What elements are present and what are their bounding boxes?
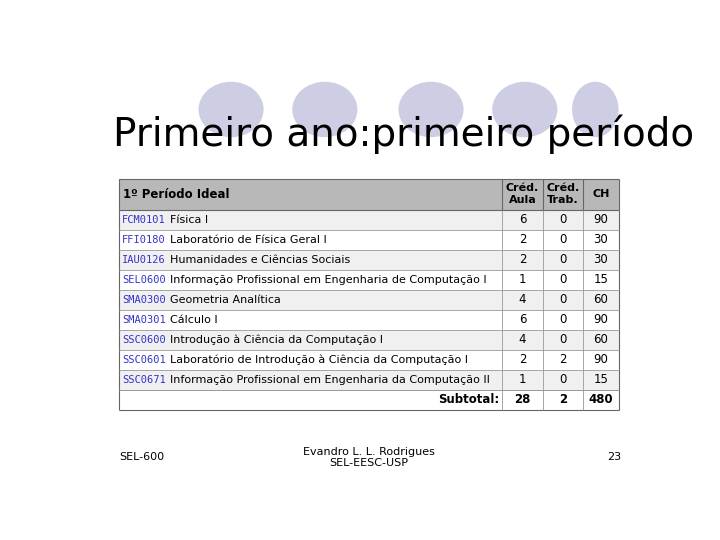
Bar [120, 230, 618, 249]
Text: Geometria Analítica: Geometria Analítica [170, 295, 281, 305]
Text: 0: 0 [559, 373, 567, 386]
Text: 0: 0 [559, 313, 567, 326]
Ellipse shape [398, 82, 464, 137]
Text: 90: 90 [593, 213, 608, 226]
Text: 1: 1 [518, 273, 526, 286]
Text: Créd.
Trab.: Créd. Trab. [546, 184, 580, 205]
Text: Créd.
Aula: Créd. Aula [506, 184, 539, 205]
Bar [120, 269, 618, 289]
Text: 2: 2 [518, 353, 526, 366]
Text: 0: 0 [559, 273, 567, 286]
Text: Introdução à Ciência da Computação I: Introdução à Ciência da Computação I [170, 334, 383, 345]
Text: FCM0101: FCM0101 [122, 214, 166, 225]
Text: Primeiro ano:primeiro período: Primeiro ano:primeiro período [113, 114, 694, 154]
Text: 0: 0 [559, 253, 567, 266]
Text: Evandro L. L. Rodrigues: Evandro L. L. Rodrigues [303, 447, 435, 457]
Text: 480: 480 [588, 393, 613, 406]
Text: 30: 30 [593, 233, 608, 246]
Bar [120, 179, 618, 210]
Text: Cálculo I: Cálculo I [170, 315, 217, 325]
Bar [120, 309, 618, 330]
Text: Física I: Física I [170, 214, 208, 225]
Text: 0: 0 [559, 213, 567, 226]
Text: Informação Profissional em Engenharia de Computação I: Informação Profissional em Engenharia de… [170, 275, 487, 285]
Text: 0: 0 [559, 233, 567, 246]
Text: 6: 6 [518, 213, 526, 226]
Text: 0: 0 [559, 333, 567, 346]
Ellipse shape [199, 82, 264, 137]
Text: 2: 2 [559, 353, 567, 366]
Ellipse shape [572, 82, 618, 137]
Text: Laboratório de Física Geral I: Laboratório de Física Geral I [170, 234, 327, 245]
Text: Subtotal:: Subtotal: [438, 393, 499, 406]
Text: 28: 28 [514, 393, 531, 406]
Text: 4: 4 [518, 333, 526, 346]
Ellipse shape [492, 82, 557, 137]
Bar [120, 370, 618, 390]
Bar [120, 210, 618, 230]
Text: Laboratório de Introdução à Ciência da Computação I: Laboratório de Introdução à Ciência da C… [170, 354, 468, 365]
Text: 2: 2 [559, 393, 567, 406]
Text: 1º Período Ideal: 1º Período Ideal [122, 188, 229, 201]
Text: 15: 15 [593, 273, 608, 286]
Text: 30: 30 [593, 253, 608, 266]
Text: SMA0301: SMA0301 [122, 315, 166, 325]
Text: 90: 90 [593, 353, 608, 366]
Text: 1: 1 [518, 373, 526, 386]
Text: FFI0180: FFI0180 [122, 234, 166, 245]
Text: 90: 90 [593, 313, 608, 326]
Text: SMA0300: SMA0300 [122, 295, 166, 305]
Text: 4: 4 [518, 293, 526, 306]
Text: CH: CH [592, 189, 609, 199]
Text: SSC0671: SSC0671 [122, 375, 166, 384]
Text: Humanidades e Ciências Sociais: Humanidades e Ciências Sociais [170, 255, 350, 265]
Text: SSC0601: SSC0601 [122, 355, 166, 365]
Bar [120, 289, 618, 309]
Bar [120, 249, 618, 269]
Bar [120, 330, 618, 350]
Text: Informação Profissional em Engenharia da Computação II: Informação Profissional em Engenharia da… [170, 375, 490, 384]
Text: 60: 60 [593, 333, 608, 346]
Text: SEL-600: SEL-600 [120, 453, 165, 462]
Bar [120, 390, 618, 410]
Text: SEL0600: SEL0600 [122, 275, 166, 285]
Text: SSC0600: SSC0600 [122, 335, 166, 345]
Text: 2: 2 [518, 233, 526, 246]
Ellipse shape [292, 82, 357, 137]
Text: 2: 2 [518, 253, 526, 266]
Text: SEL-EESC-USP: SEL-EESC-USP [330, 458, 408, 468]
Text: 15: 15 [593, 373, 608, 386]
Text: 60: 60 [593, 293, 608, 306]
Bar [120, 350, 618, 370]
Text: 23: 23 [607, 453, 621, 462]
Text: 0: 0 [559, 293, 567, 306]
Text: IAU0126: IAU0126 [122, 255, 166, 265]
Text: 6: 6 [518, 313, 526, 326]
